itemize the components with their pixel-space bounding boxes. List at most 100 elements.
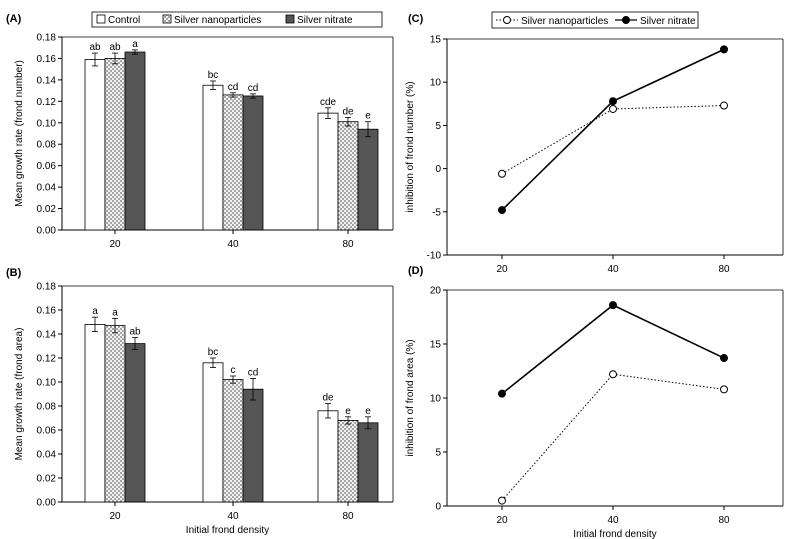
chart-b-bar — [222, 379, 244, 503]
chart-a-sig-label: cd — [248, 83, 259, 94]
chart-a-bar — [337, 121, 359, 231]
chart-a-sig-label: ab — [109, 42, 121, 53]
chart-b-bar — [317, 410, 339, 503]
chart-a-ytick-label: 0.12 — [37, 97, 57, 108]
chart-a-xtick-label: 80 — [342, 239, 354, 250]
chart-d-series-line — [501, 304, 725, 395]
chart-b-ytick-label: 0.12 — [37, 354, 57, 365]
legend-label-nanoparticles: Silver nanoparticles — [174, 15, 261, 26]
chart-a-ytick-label: 0.14 — [37, 75, 57, 86]
chart-d-xtick-label: 40 — [607, 515, 619, 526]
chart-a-bar — [357, 128, 379, 231]
legend-label-line-nitrate: Silver nitrate — [640, 16, 696, 27]
panel-label-c: (C) — [408, 13, 424, 25]
chart-c-ylabel: inhibition of frond number (%) — [405, 81, 416, 212]
chart-a-bar — [104, 58, 126, 231]
chart-d-point — [609, 370, 617, 379]
legend-marker-nitrate — [622, 16, 630, 24]
chart-c-series-line — [501, 48, 725, 211]
chart-d: 0 5 10 15 20 20 40 80 inhibition of frond area (… — [405, 286, 784, 539]
chart-b-ytick-label: 0.16 — [37, 306, 57, 317]
chart-b-xtick-label: 80 — [342, 511, 354, 522]
chart-d-ytick-label: 0 — [435, 502, 441, 513]
chart-d-ytick-label: 15 — [430, 340, 442, 351]
chart-b-ytick-label: 0.08 — [37, 402, 57, 413]
chart-b: 0.00 0.02 0.04 0.06 0.08 0.10 0.12 0.14 0.16 0.18… — [14, 282, 394, 536]
chart-a-xtick-label: 40 — [227, 239, 239, 250]
chart-a-bar — [202, 84, 224, 231]
chart-c-point — [720, 45, 728, 54]
chart-d-ytick-label: 20 — [430, 286, 442, 297]
chart-a-ytick-label: 0.00 — [37, 226, 57, 237]
chart-a-ytick-label: 0.02 — [37, 204, 57, 215]
chart-b-sig-label: bc — [208, 347, 219, 358]
chart-d-xlabel: Initial frond density — [573, 529, 656, 539]
chart-b-xlabel: Initial frond density — [186, 525, 269, 536]
chart-b-ytick-label: 0.14 — [37, 330, 57, 341]
legend-swatch-control — [96, 14, 106, 24]
chart-a-ytick-label: 0.06 — [37, 161, 57, 172]
chart-a-bar — [242, 95, 264, 231]
chart-c-xtick-label: 80 — [718, 264, 730, 275]
chart-a-sig-label: e — [365, 111, 371, 122]
chart-c: -10 -5 0 5 10 15 20 40 80 inhibition of frond num… — [405, 35, 784, 275]
legend-label-line-nanoparticles: Silver nanoparticles — [521, 16, 608, 27]
panel-label-b: (B) — [6, 267, 22, 279]
legend-bars: Control Silver nanoparticles Silver nitr… — [91, 11, 383, 28]
legend-lines-frame — [491, 11, 699, 29]
chart-a-ytick-label: 0.10 — [37, 118, 57, 129]
chart-a-ylabel: Mean growth rate (frond number) — [14, 60, 25, 207]
chart-d-series-line — [501, 373, 725, 501]
chart-a-bar — [317, 112, 339, 231]
chart-a: 0.00 0.02 0.04 0.06 0.08 0.10 0.12 0.14 0.16 0.18… — [14, 33, 394, 250]
chart-d-point — [498, 496, 506, 505]
chart-b-bar — [202, 362, 224, 503]
chart-a-sig-label: de — [342, 106, 354, 117]
chart-b-sig-label: e — [345, 406, 351, 417]
chart-c-point — [720, 101, 728, 110]
chart-b-bar — [104, 325, 126, 503]
legend-label-nitrate: Silver nitrate — [297, 15, 353, 26]
chart-b-bar — [84, 323, 106, 503]
legend-marker-nanoparticles — [503, 16, 511, 24]
chart-a-ytick-label: 0.16 — [37, 54, 57, 65]
chart-a-ytick-label: 0.18 — [37, 33, 57, 44]
chart-b-sig-label: a — [92, 306, 98, 317]
chart-c-ytick-label: -10 — [427, 251, 442, 262]
chart-d-point — [498, 389, 506, 398]
chart-c-ytick-label: 10 — [430, 78, 442, 89]
chart-a-sig-label: cd — [228, 82, 239, 93]
chart-a-ytick-label: 0.08 — [37, 140, 57, 151]
chart-d-point — [720, 354, 728, 363]
chart-b-ytick-label: 0.06 — [37, 426, 57, 437]
chart-a-bar — [84, 59, 106, 231]
chart-b-sig-label: c — [231, 365, 236, 376]
chart-c-point — [609, 97, 617, 106]
chart-b-bar — [357, 422, 379, 503]
chart-b-ytick-label: 0.18 — [37, 282, 57, 293]
chart-d-ytick-label: 10 — [430, 394, 442, 405]
chart-b-sig-label: de — [322, 393, 334, 404]
chart-a-sig-label: ab — [89, 42, 101, 53]
chart-c-point — [498, 169, 506, 178]
chart-b-ytick-label: 0.04 — [37, 450, 57, 461]
chart-b-ytick-label: 0.02 — [37, 474, 57, 485]
chart-b-sig-label: a — [112, 307, 118, 318]
chart-b-bar — [337, 419, 359, 503]
chart-a-ytick-label: 0.04 — [37, 183, 57, 194]
chart-d-point — [720, 385, 728, 394]
chart-d-xtick-label: 80 — [718, 515, 730, 526]
legend-label-control: Control — [108, 15, 140, 26]
chart-c-ytick-label: -5 — [432, 207, 441, 218]
legend-swatch-nanoparticles — [162, 14, 172, 24]
legend-swatch-nitrate — [285, 14, 295, 24]
chart-c-point — [609, 104, 617, 113]
chart-b-ylabel: Mean growth rate (frond area) — [14, 328, 25, 461]
chart-b-ytick-label: 0.00 — [37, 498, 57, 509]
chart-c-point — [498, 206, 506, 215]
chart-c-series-line — [501, 105, 725, 175]
chart-d-ylabel: inhibition of frond area (%) — [405, 339, 416, 456]
panel-label-d: (D) — [408, 265, 424, 277]
chart-a-bar — [222, 94, 244, 231]
